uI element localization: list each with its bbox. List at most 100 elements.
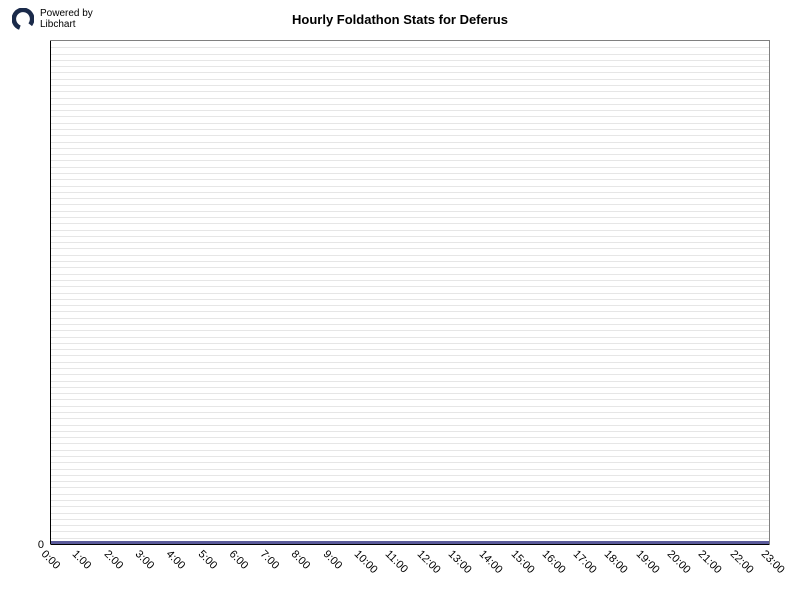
gridline: [51, 431, 769, 432]
gridline: [51, 123, 769, 124]
gridline: [51, 248, 769, 249]
x-tick-label: 10:00: [352, 548, 380, 576]
gridline: [51, 494, 769, 495]
gridline: [51, 299, 769, 300]
gridline: [51, 85, 769, 86]
x-tick-label: 20:00: [665, 548, 693, 576]
gridline: [51, 311, 769, 312]
gridline: [51, 104, 769, 105]
x-tick-label: 17:00: [571, 548, 599, 576]
gridline: [51, 487, 769, 488]
gridline: [51, 154, 769, 155]
gridline: [51, 91, 769, 92]
gridline: [51, 267, 769, 268]
gridline: [51, 211, 769, 212]
x-tick-label: 21:00: [696, 548, 724, 576]
x-tick-label: 13:00: [446, 548, 474, 576]
gridline: [51, 79, 769, 80]
gridline: [51, 192, 769, 193]
gridline: [51, 531, 769, 532]
y-axis-line: [50, 41, 51, 544]
gridline: [51, 469, 769, 470]
gridline: [51, 456, 769, 457]
gridline: [51, 47, 769, 48]
gridline: [51, 525, 769, 526]
gridline: [51, 305, 769, 306]
gridline: [51, 160, 769, 161]
gridline: [51, 72, 769, 73]
gridline: [51, 450, 769, 451]
gridline: [51, 242, 769, 243]
x-tick-label: 16:00: [540, 548, 568, 576]
gridline: [51, 337, 769, 338]
gridline: [51, 179, 769, 180]
gridline: [51, 481, 769, 482]
gridline: [51, 54, 769, 55]
gridline: [51, 293, 769, 294]
gridline: [51, 110, 769, 111]
x-tick-label: 22:00: [727, 548, 755, 576]
gridline: [51, 167, 769, 168]
x-tick-label: 5:00: [195, 548, 219, 572]
x-tick-label: 8:00: [289, 548, 313, 572]
gridline: [51, 381, 769, 382]
gridline: [51, 443, 769, 444]
gridline: [51, 362, 769, 363]
x-tick-label: 0:00: [39, 548, 63, 572]
gridline: [51, 324, 769, 325]
gridline: [51, 513, 769, 514]
gridline: [51, 173, 769, 174]
x-tick-label: 14:00: [477, 548, 505, 576]
gridline: [51, 230, 769, 231]
x-tick-label: 2:00: [101, 548, 125, 572]
gridline: [51, 462, 769, 463]
gridline: [51, 255, 769, 256]
x-tick-label: 7:00: [258, 548, 282, 572]
gridline: [51, 66, 769, 67]
chart-title: Hourly Foldathon Stats for Deferus: [0, 12, 800, 27]
x-tick-label: 11:00: [383, 548, 410, 575]
gridline: [51, 393, 769, 394]
gridline: [51, 374, 769, 375]
gridline: [51, 135, 769, 136]
gridline: [51, 387, 769, 388]
x-tick-label: 12:00: [414, 548, 442, 576]
x-tick-label: 9:00: [320, 548, 344, 572]
gridline: [51, 286, 769, 287]
x-tick-label: 1:00: [70, 548, 94, 572]
gridline: [51, 217, 769, 218]
gridline: [51, 60, 769, 61]
gridline: [51, 506, 769, 507]
gridline: [51, 318, 769, 319]
gridline: [51, 406, 769, 407]
gridline: [51, 355, 769, 356]
gridline: [51, 280, 769, 281]
plot-area: [50, 40, 770, 545]
gridline: [51, 223, 769, 224]
chart-container: Powered by Libchart Hourly Foldathon Sta…: [0, 0, 800, 600]
gridline: [51, 343, 769, 344]
gridline: [51, 425, 769, 426]
gridline: [51, 204, 769, 205]
gridline: [51, 198, 769, 199]
gridline: [51, 116, 769, 117]
gridline: [51, 186, 769, 187]
gridline: [51, 129, 769, 130]
x-tick-label: 6:00: [226, 548, 250, 572]
gridline: [51, 368, 769, 369]
x-tick-label: 23:00: [759, 548, 787, 576]
gridline: [51, 142, 769, 143]
series-line: [51, 541, 769, 544]
x-tick-label: 4:00: [164, 548, 188, 572]
gridline: [51, 412, 769, 413]
x-tick-label: 18:00: [602, 548, 630, 576]
y-tick-label: 0: [20, 539, 44, 551]
gridline: [51, 519, 769, 520]
gridline: [51, 274, 769, 275]
gridline: [51, 500, 769, 501]
x-axis-line: [51, 544, 769, 545]
gridline: [51, 236, 769, 237]
x-tick-label: 15:00: [508, 548, 536, 576]
gridline: [51, 330, 769, 331]
gridline: [51, 418, 769, 419]
